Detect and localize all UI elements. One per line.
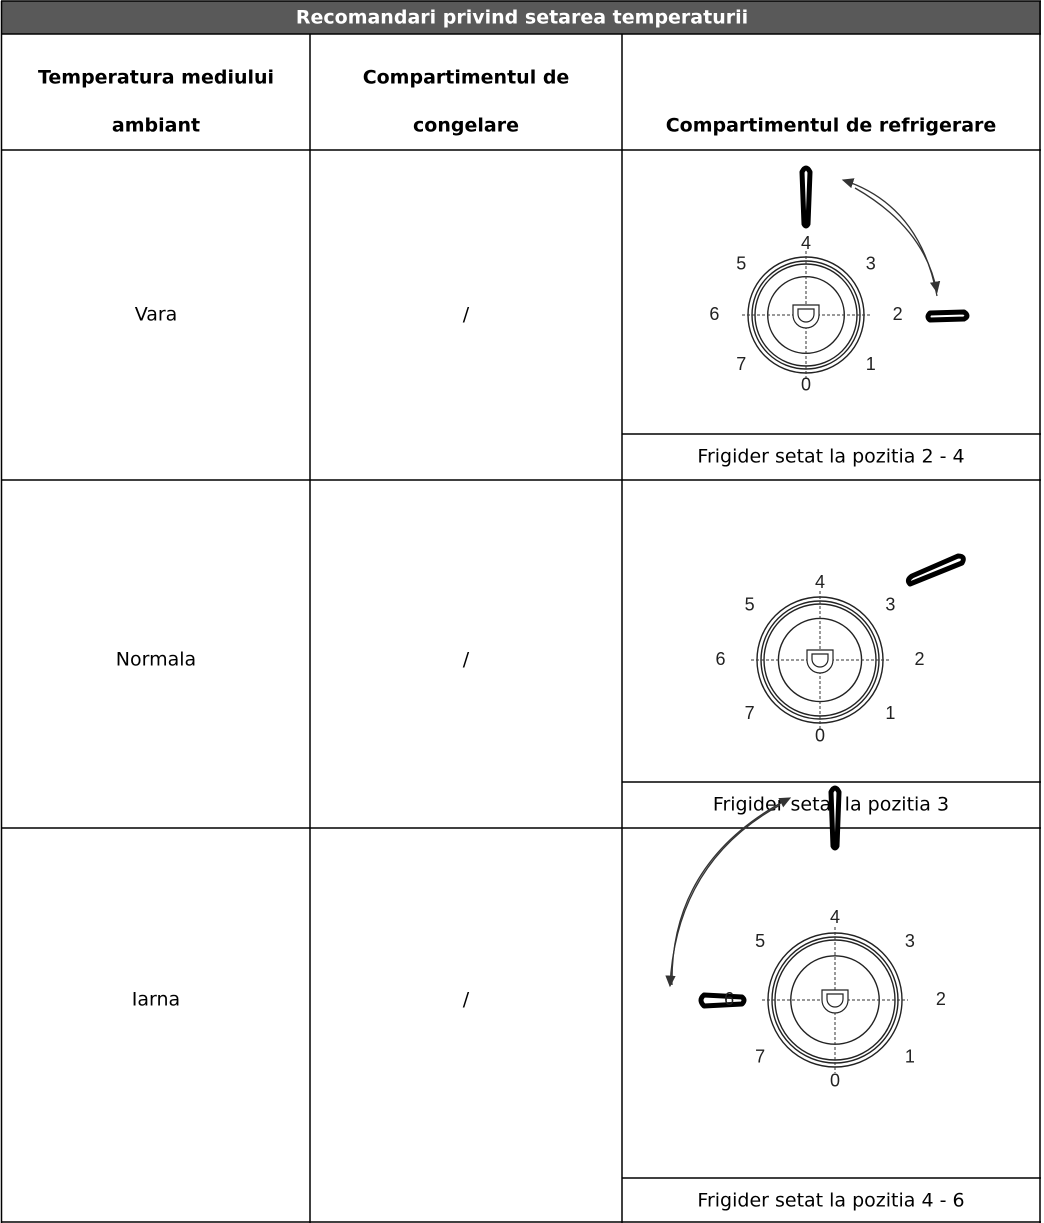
dial-number: 6 [715, 649, 725, 669]
freezer-cell: / [463, 989, 470, 1011]
header: Compartimentul de [363, 67, 570, 89]
freezer-cell: / [463, 649, 470, 671]
dial-knob [826, 993, 844, 1008]
dial-number: 0 [801, 375, 811, 395]
dial-number: 1 [866, 354, 876, 374]
ambient-cell: Iarna [132, 989, 180, 1011]
caption: Frigider setat la pozitia 4 - 6 [697, 1190, 964, 1212]
dial-knob [821, 989, 849, 1014]
dial-number: 0 [815, 726, 825, 746]
dial-knob [792, 304, 820, 329]
dial-number: 7 [736, 354, 746, 374]
dial-number: 3 [905, 931, 915, 951]
dial-number: 2 [915, 649, 925, 669]
dial-number: 2 [936, 989, 946, 1009]
dial-knob [811, 653, 829, 668]
dial-pointers [665, 165, 970, 1009]
dial-number: 1 [905, 1047, 915, 1067]
ambient-cell: Normala [116, 649, 196, 671]
title-bar [1, 1, 1041, 34]
dial-number: 3 [866, 254, 876, 274]
header: congelare [413, 115, 519, 137]
dial-number: 0 [830, 1070, 840, 1090]
dial-knob [797, 308, 815, 323]
dial-number: 7 [755, 1047, 765, 1067]
dial-number: 4 [830, 907, 840, 927]
freezer-cell: / [463, 304, 470, 326]
dial-number: 4 [815, 572, 825, 592]
header: Compartimentul de refrigerare [666, 115, 997, 137]
table-title: Recomandari privind setarea temperaturii [296, 7, 748, 29]
dial-knob [806, 649, 834, 674]
dial-number: 5 [755, 931, 765, 951]
header: Temperatura mediului [38, 67, 274, 89]
dial-number: 1 [885, 703, 895, 723]
caption: Frigider setat la pozitia 2 - 4 [697, 446, 964, 468]
dial-number: 7 [745, 703, 755, 723]
dial-number: 5 [745, 594, 755, 614]
header: ambiant [112, 115, 200, 137]
dial-number: 6 [724, 989, 734, 1009]
dial-number: 3 [885, 594, 895, 614]
ambient-cell: Vara [135, 304, 178, 326]
dial-number: 5 [736, 254, 746, 274]
dial-number: 4 [801, 233, 811, 253]
dial-number: 6 [709, 304, 719, 324]
dial-number: 2 [893, 304, 903, 324]
